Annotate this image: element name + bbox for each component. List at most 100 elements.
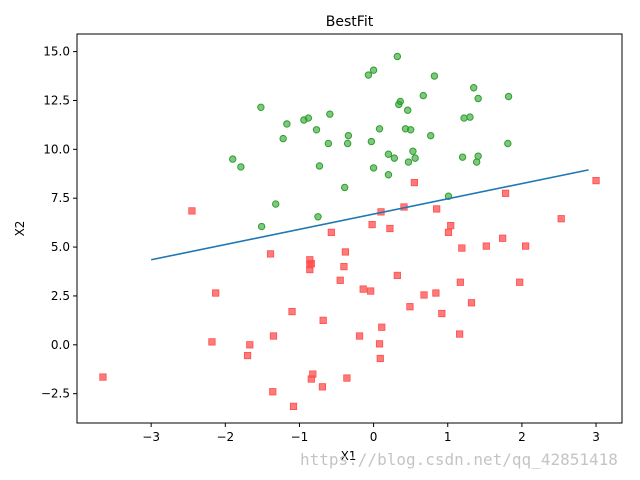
scatter-point — [592, 177, 600, 185]
scatter-point — [404, 158, 413, 166]
y-tick-label: 2.5 — [51, 289, 70, 303]
scatter-point — [470, 84, 478, 92]
scatter-point — [289, 402, 298, 410]
x-tick-label: −2 — [216, 430, 234, 444]
x-tick-label: −3 — [142, 430, 160, 444]
scatter-point — [375, 125, 384, 133]
scatter-point — [499, 234, 507, 242]
plot-frame — [76, 33, 623, 424]
x-axis-label: X1 — [341, 449, 357, 463]
scatter-point — [283, 120, 291, 128]
scatter-point — [411, 154, 419, 162]
scatter-point — [367, 137, 376, 146]
scatter-point — [426, 131, 435, 140]
scatter-point — [419, 91, 427, 100]
scatter-point — [246, 341, 254, 349]
scatter-point — [243, 351, 252, 360]
scatter-point — [375, 340, 384, 348]
scatter-point — [319, 316, 327, 324]
scatter-point — [378, 323, 386, 331]
scatter-point — [467, 299, 476, 307]
scatter-point — [406, 303, 414, 311]
scatter-point — [257, 103, 265, 112]
scatter-point — [343, 139, 352, 148]
scatter-point — [466, 113, 474, 121]
scatter-point — [384, 171, 393, 179]
scatter-point — [438, 309, 446, 318]
scatter-point — [501, 189, 510, 197]
scatter-point — [472, 158, 481, 166]
scatter-point — [504, 92, 513, 101]
scatter-point — [326, 110, 334, 118]
scatter-point — [504, 139, 512, 148]
scatter-point — [364, 71, 373, 79]
scatter-point — [406, 126, 415, 134]
scatter-point — [269, 332, 278, 340]
scatter-point — [557, 215, 565, 223]
scatter-point — [341, 248, 350, 256]
scatter-point — [315, 162, 324, 170]
scatter-point — [340, 183, 349, 192]
x-tick-label: 0 — [370, 430, 378, 444]
scatter-point — [188, 207, 196, 215]
scatter-point — [444, 228, 453, 237]
scatter-point — [269, 388, 277, 396]
scatter-point — [410, 178, 418, 187]
scatter-point — [482, 242, 490, 250]
scatter-point — [327, 228, 335, 237]
scatter-point — [376, 354, 384, 363]
y-tick-label: 15.0 — [43, 45, 70, 59]
scatter-point — [474, 152, 482, 160]
scatter-point — [257, 222, 266, 231]
chart-title: BestFit — [326, 14, 374, 30]
y-tick-label: −2.5 — [41, 387, 70, 401]
scatter-point — [99, 373, 107, 381]
scatter-point — [324, 139, 333, 148]
y-axis-label: X2 — [13, 221, 27, 237]
scatter-point — [367, 287, 375, 295]
scatter-point — [343, 374, 351, 382]
scatter-point — [306, 265, 314, 274]
y-tick-label: 5.0 — [51, 240, 70, 254]
scatter-point — [368, 220, 376, 229]
scatter-point — [318, 383, 327, 391]
y-tick-label: 7.5 — [51, 191, 70, 205]
x-tick-label: 3 — [592, 430, 600, 444]
scatter-point — [307, 375, 315, 383]
scatter-point — [355, 332, 364, 340]
scatter-point — [359, 285, 367, 293]
scatter-point — [458, 244, 466, 252]
x-tick-label: 2 — [518, 430, 526, 444]
scatter-point — [272, 200, 280, 208]
watermark: https://blog.csdn.net/qq_42851418 — [300, 450, 618, 469]
scatter-point — [369, 164, 378, 172]
scatter-point — [430, 72, 439, 80]
x-tick-label: −1 — [291, 430, 309, 444]
scatter-point — [420, 291, 428, 299]
scatter-point — [516, 278, 524, 286]
scatter-point — [456, 278, 464, 286]
scatter-point — [237, 163, 245, 171]
scatter-point — [307, 260, 315, 268]
scatter-point — [393, 52, 402, 61]
scatter-point — [208, 338, 216, 346]
scatter-point — [522, 242, 530, 250]
scatter-point — [229, 155, 237, 163]
scatter-point — [395, 100, 403, 109]
x-tick-label: 1 — [444, 430, 452, 444]
scatter-point — [340, 263, 348, 271]
scatter-point — [314, 213, 322, 221]
scatter-point — [390, 154, 399, 162]
scatter-point — [432, 289, 440, 297]
scatter-point — [458, 153, 467, 161]
scatter-point — [344, 131, 353, 140]
scatter-point — [460, 114, 468, 122]
scatter-point — [384, 150, 393, 158]
y-tick-label: 10.0 — [43, 142, 70, 156]
scatter-point — [433, 205, 441, 213]
scatter-point — [447, 221, 455, 230]
scatter-point — [279, 134, 287, 143]
scatter-point — [393, 271, 401, 280]
y-tick-label: 0.0 — [51, 338, 70, 352]
